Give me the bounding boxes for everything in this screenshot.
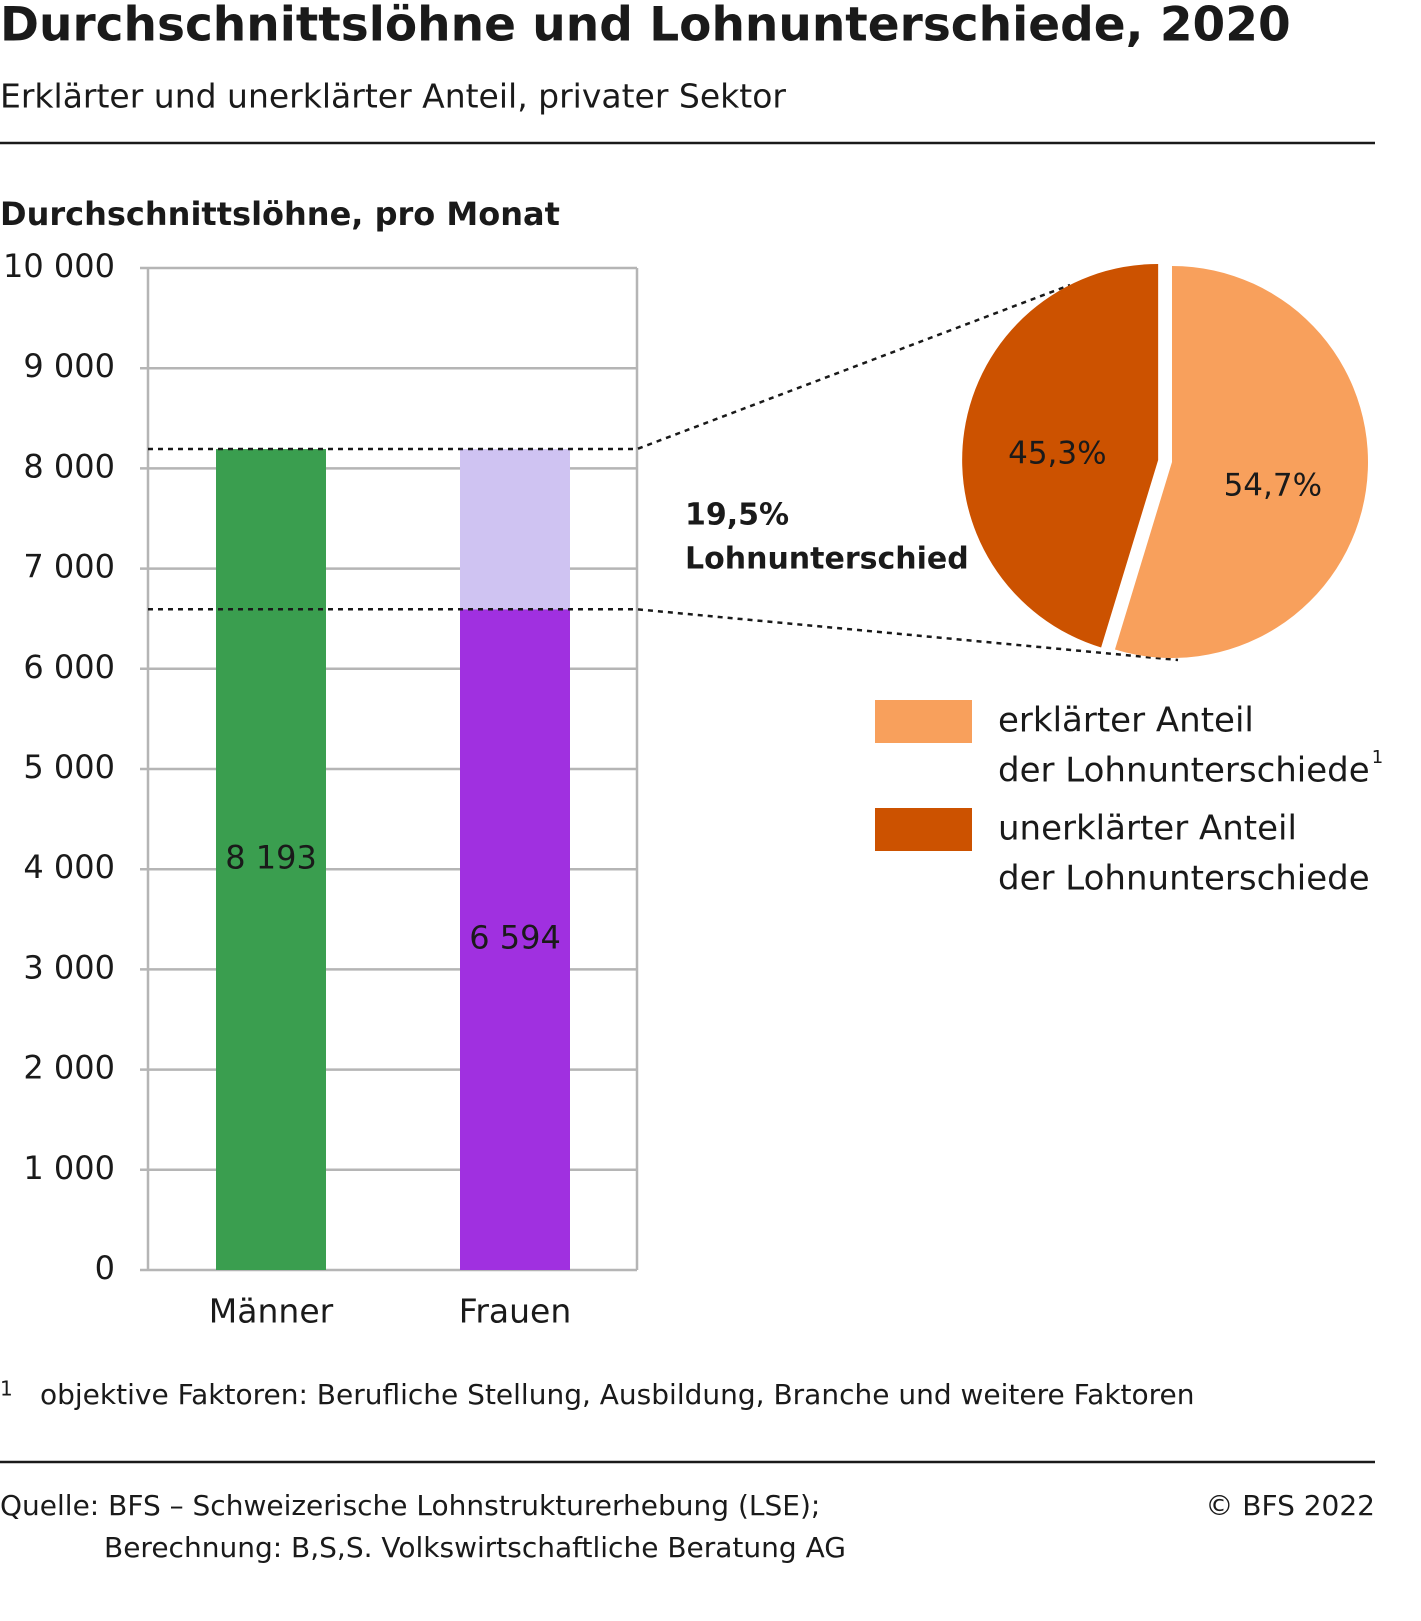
connector — [148, 608, 1179, 662]
y-tick-label: 10 000 — [3, 247, 115, 285]
subtitle: Erklärter und unerklärter Anteil, privat… — [0, 77, 786, 116]
y-tick-label: 8 000 — [23, 447, 115, 485]
legend-label: erklärter Anteil — [998, 701, 1254, 741]
legend-swatch — [875, 700, 972, 743]
annotation: Lohnunterschied — [685, 542, 969, 577]
axis-title: Durchschnittslöhne, pro Monat — [0, 195, 560, 233]
data-label: 8 193 — [225, 839, 317, 877]
pie-slice — [962, 263, 1159, 648]
data-label: 45,3% — [1008, 435, 1106, 471]
y-tick-label: 5 000 — [23, 748, 115, 786]
y-tick-label: 4 000 — [23, 848, 115, 886]
bar — [460, 449, 570, 610]
annotation: 19,5% — [685, 498, 789, 533]
y-tick-label: 7 000 — [23, 548, 115, 586]
source: Quelle: BFS – Schweizerische Lohnstruktu… — [0, 1489, 820, 1522]
data-label: 6 594 — [469, 919, 561, 957]
legend-label: der Lohnunterschiede — [998, 751, 1370, 791]
legend-swatch — [875, 808, 972, 851]
y-tick-label: 0 — [95, 1249, 115, 1287]
y-tick-label: 1 000 — [23, 1149, 115, 1187]
pie-slice — [1114, 266, 1368, 658]
y-tick-label: 2 000 — [23, 1049, 115, 1087]
y-tick-label: 9 000 — [23, 347, 115, 385]
legend-label: der Lohnunterschiede — [998, 859, 1370, 899]
legend-note: 1 — [1372, 747, 1383, 768]
y-tick-label: 3 000 — [23, 948, 115, 986]
data-label: 54,7% — [1224, 467, 1322, 503]
bar — [460, 609, 570, 1270]
y-tick-label: 6 000 — [23, 648, 115, 686]
bar — [216, 449, 326, 1270]
copyright: © BFS 2022 — [1205, 1489, 1375, 1522]
x-tick-label: Frauen — [459, 1292, 572, 1331]
x-tick-label: Männer — [209, 1292, 334, 1331]
title: Durchschnittslöhne und Lohnunterschiede,… — [0, 0, 1291, 53]
legend-label: unerklärter Anteil — [998, 809, 1297, 849]
footnote: objektive Faktoren: Berufliche Stellung,… — [40, 1378, 1195, 1411]
source: Berechnung: B,S,S. Volkswirtschaftliche … — [104, 1531, 846, 1564]
connector — [148, 283, 1071, 451]
footnote-marker: 1 — [0, 1377, 13, 1401]
